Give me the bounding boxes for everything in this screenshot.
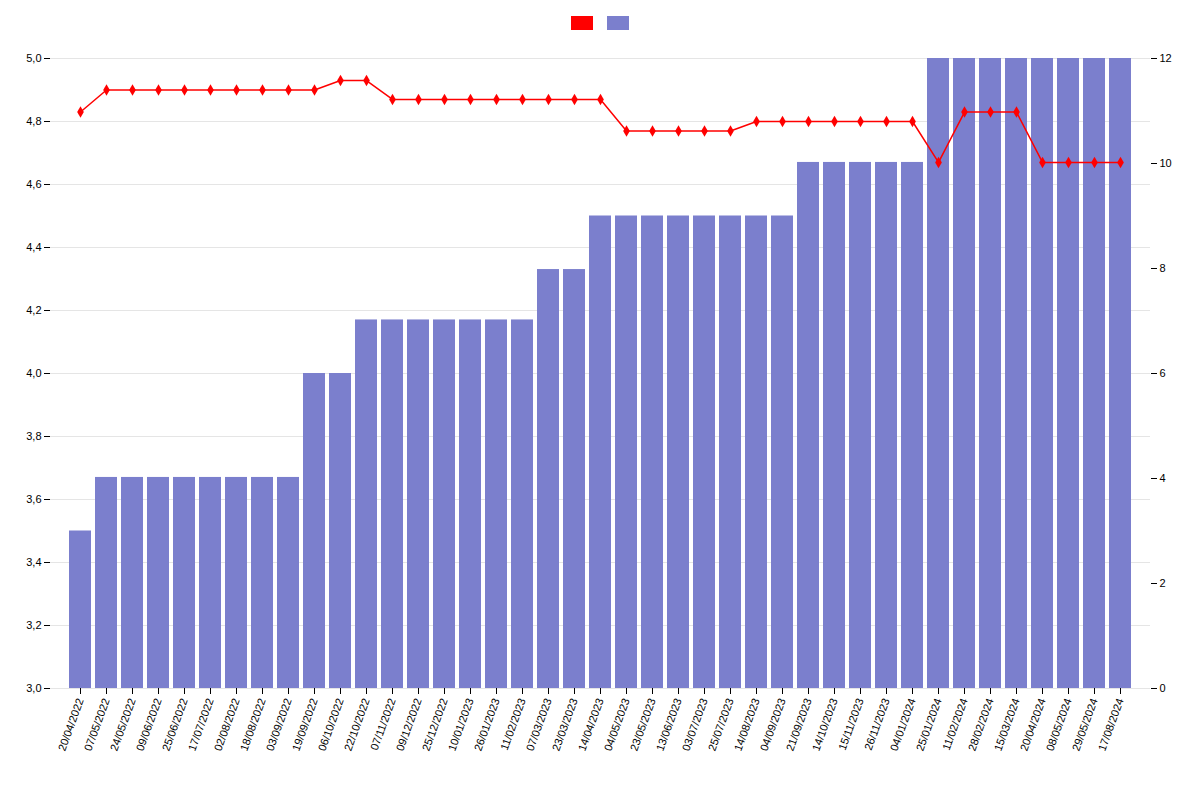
svg-text:23/03/2023: 23/03/2023: [550, 697, 580, 753]
svg-text:03/07/2023: 03/07/2023: [680, 697, 710, 753]
svg-text:24/05/2022: 24/05/2022: [108, 697, 138, 753]
svg-text:21/09/2023: 21/09/2023: [784, 697, 814, 753]
svg-text:03/09/2022: 03/09/2022: [264, 697, 294, 753]
svg-text:08/05/2024: 08/05/2024: [1044, 697, 1074, 753]
svg-text:25/01/2024: 25/01/2024: [914, 697, 944, 753]
svg-text:04/01/2024: 04/01/2024: [888, 697, 918, 753]
svg-text:14/10/2023: 14/10/2023: [810, 697, 840, 753]
svg-text:17/08/2024: 17/08/2024: [1096, 697, 1126, 753]
svg-text:07/03/2023: 07/03/2023: [524, 697, 554, 753]
svg-text:06/10/2022: 06/10/2022: [316, 697, 346, 753]
svg-text:11/02/2023: 11/02/2023: [498, 697, 528, 752]
svg-text:04/09/2023: 04/09/2023: [758, 697, 788, 753]
svg-text:4,8: 4,8: [26, 115, 41, 127]
svg-text:04/05/2023: 04/05/2023: [602, 697, 632, 753]
svg-text:3,4: 3,4: [26, 556, 41, 568]
svg-text:07/11/2022: 07/11/2022: [368, 697, 398, 752]
svg-text:6: 6: [1160, 367, 1166, 379]
svg-text:29/05/2024: 29/05/2024: [1070, 697, 1100, 753]
svg-text:0: 0: [1160, 682, 1166, 694]
svg-text:3,6: 3,6: [26, 493, 41, 505]
svg-text:02/08/2022: 02/08/2022: [212, 697, 242, 753]
svg-text:4,2: 4,2: [26, 304, 41, 316]
svg-text:3,8: 3,8: [26, 430, 41, 442]
svg-text:11/02/2024: 11/02/2024: [940, 697, 970, 752]
svg-text:4: 4: [1160, 472, 1166, 484]
svg-text:20/04/2024: 20/04/2024: [1018, 697, 1048, 753]
svg-text:09/12/2022: 09/12/2022: [394, 697, 424, 753]
svg-text:20/04/2022: 20/04/2022: [56, 697, 86, 753]
svg-text:26/01/2023: 26/01/2023: [472, 697, 502, 753]
svg-text:26/11/2023: 26/11/2023: [862, 697, 892, 752]
svg-text:10/01/2023: 10/01/2023: [446, 697, 476, 753]
svg-text:2: 2: [1160, 577, 1166, 589]
svg-text:15/11/2023: 15/11/2023: [836, 697, 866, 752]
svg-text:18/08/2022: 18/08/2022: [238, 697, 268, 753]
svg-text:25/06/2022: 25/06/2022: [160, 697, 190, 753]
svg-text:8: 8: [1160, 262, 1166, 274]
svg-text:10: 10: [1160, 157, 1172, 169]
svg-text:07/05/2022: 07/05/2022: [82, 697, 112, 753]
svg-text:28/02/2024: 28/02/2024: [966, 697, 996, 753]
svg-text:3,0: 3,0: [26, 682, 41, 694]
svg-text:25/12/2022: 25/12/2022: [420, 697, 450, 753]
svg-text:23/05/2023: 23/05/2023: [628, 697, 658, 753]
svg-text:19/09/2022: 19/09/2022: [290, 697, 320, 753]
svg-text:5,0: 5,0: [26, 52, 41, 64]
svg-text:4,6: 4,6: [26, 178, 41, 190]
svg-text:17/07/2022: 17/07/2022: [186, 697, 216, 753]
svg-text:12: 12: [1160, 52, 1172, 64]
svg-text:13/06/2023: 13/06/2023: [654, 697, 684, 753]
svg-text:22/10/2022: 22/10/2022: [342, 697, 372, 753]
svg-text:14/04/2023: 14/04/2023: [576, 697, 606, 753]
svg-text:4,4: 4,4: [26, 241, 41, 253]
svg-text:15/03/2024: 15/03/2024: [992, 697, 1022, 753]
svg-text:3,2: 3,2: [26, 619, 41, 631]
svg-text:25/07/2023: 25/07/2023: [706, 697, 736, 753]
svg-text:09/06/2022: 09/06/2022: [134, 697, 164, 753]
svg-text:4,0: 4,0: [26, 367, 41, 379]
svg-text:14/08/2023: 14/08/2023: [732, 697, 762, 753]
